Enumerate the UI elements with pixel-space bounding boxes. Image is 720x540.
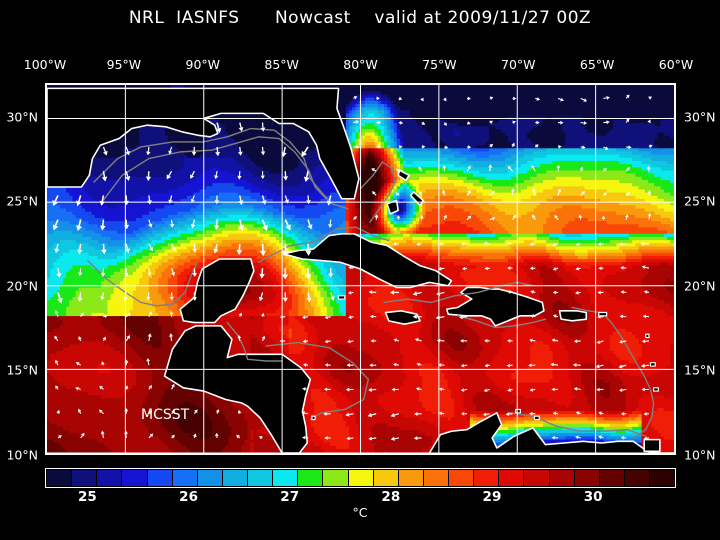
land-bahamas-abaco [397, 169, 410, 182]
colorbar-cell [474, 470, 499, 486]
lat-tick-label-right: 20°N [684, 278, 716, 293]
lat-tick-label-left: 10°N [6, 448, 38, 463]
colorbar-cell [273, 470, 298, 486]
colorbar-cell [549, 470, 574, 486]
colorbar-cell [72, 470, 97, 486]
colorbar-cell [197, 470, 222, 486]
map-gridlines [47, 85, 674, 453]
land-trinidad [643, 438, 661, 453]
lat-tick-label-left: 30°N [6, 109, 38, 124]
map-plot-area: MCSST [45, 83, 676, 455]
colorbar-cell [599, 470, 624, 486]
lon-tick-label: 60°W [659, 57, 694, 72]
colorbar-cell [423, 470, 448, 486]
colorbar-tick-label: 29 [483, 489, 502, 505]
colorbar-cell [449, 470, 474, 486]
lat-tick-label-left: 15°N [6, 363, 38, 378]
colorbar-cell [298, 470, 323, 486]
current-vectors [52, 94, 653, 441]
land-puerto-rico [558, 310, 588, 322]
sst-field-svg [47, 85, 674, 453]
land-bahamas-andros [386, 199, 399, 215]
colorbar-tick-label: 26 [179, 489, 198, 505]
colorbar-cell [323, 470, 348, 486]
map-annotation-mcsst: MCSST [141, 407, 189, 423]
land-cuba [282, 233, 453, 289]
small-islands [311, 295, 659, 421]
colorbar-cell [172, 470, 197, 486]
lon-tick-label: 70°W [501, 57, 536, 72]
land-central-america [163, 325, 312, 453]
colorbar-cell [398, 470, 423, 486]
colorbar-cell [624, 470, 649, 486]
colorbar-cell [47, 470, 72, 486]
lon-tick-label: 90°W [185, 57, 220, 72]
lon-tick-label: 75°W [422, 57, 457, 72]
colorbar-unit-label: °C [0, 505, 720, 520]
lat-tick-label-right: 10°N [684, 448, 716, 463]
colorbar-tick-label: 30 [584, 489, 603, 505]
lat-tick-label-right: 15°N [684, 363, 716, 378]
lat-tick-label-left: 25°N [6, 194, 38, 209]
colorbar-cell [574, 470, 599, 486]
land-jamaica [384, 310, 421, 325]
lon-tick-label: 85°W [264, 57, 299, 72]
lon-tick-label: 80°W [343, 57, 378, 72]
land-south-america [383, 412, 674, 453]
colorbar-cell [248, 470, 273, 486]
colorbar-cell [373, 470, 398, 486]
colorbar-cell [222, 470, 247, 486]
lon-tick-label: 65°W [580, 57, 615, 72]
land-yucatan [179, 258, 255, 324]
colorbar-cell [650, 470, 675, 486]
colorbar-tick-label: 28 [381, 489, 400, 505]
lat-tick-label-left: 20°N [6, 278, 38, 293]
bathymetry-contours [87, 127, 655, 439]
colorbar-cell [524, 470, 549, 486]
figure-title: NRL IASNFS Nowcast valid at 2009/11/27 0… [0, 8, 720, 28]
lon-tick-label: 100°W [24, 57, 66, 72]
colorbar-cell [499, 470, 524, 486]
land-hispaniola [445, 286, 545, 327]
colorbar-tick-label: 25 [78, 489, 97, 505]
lat-tick-label-right: 25°N [684, 194, 716, 209]
lon-tick-label: 95°W [107, 57, 142, 72]
colorbar-cell [122, 470, 147, 486]
colorbar [45, 468, 676, 488]
colorbar-cell [97, 470, 122, 486]
lat-tick-label-right: 30°N [684, 109, 716, 124]
colorbar-tick-label: 27 [280, 489, 299, 505]
colorbar-cell [348, 470, 373, 486]
colorbar-cell [147, 470, 172, 486]
